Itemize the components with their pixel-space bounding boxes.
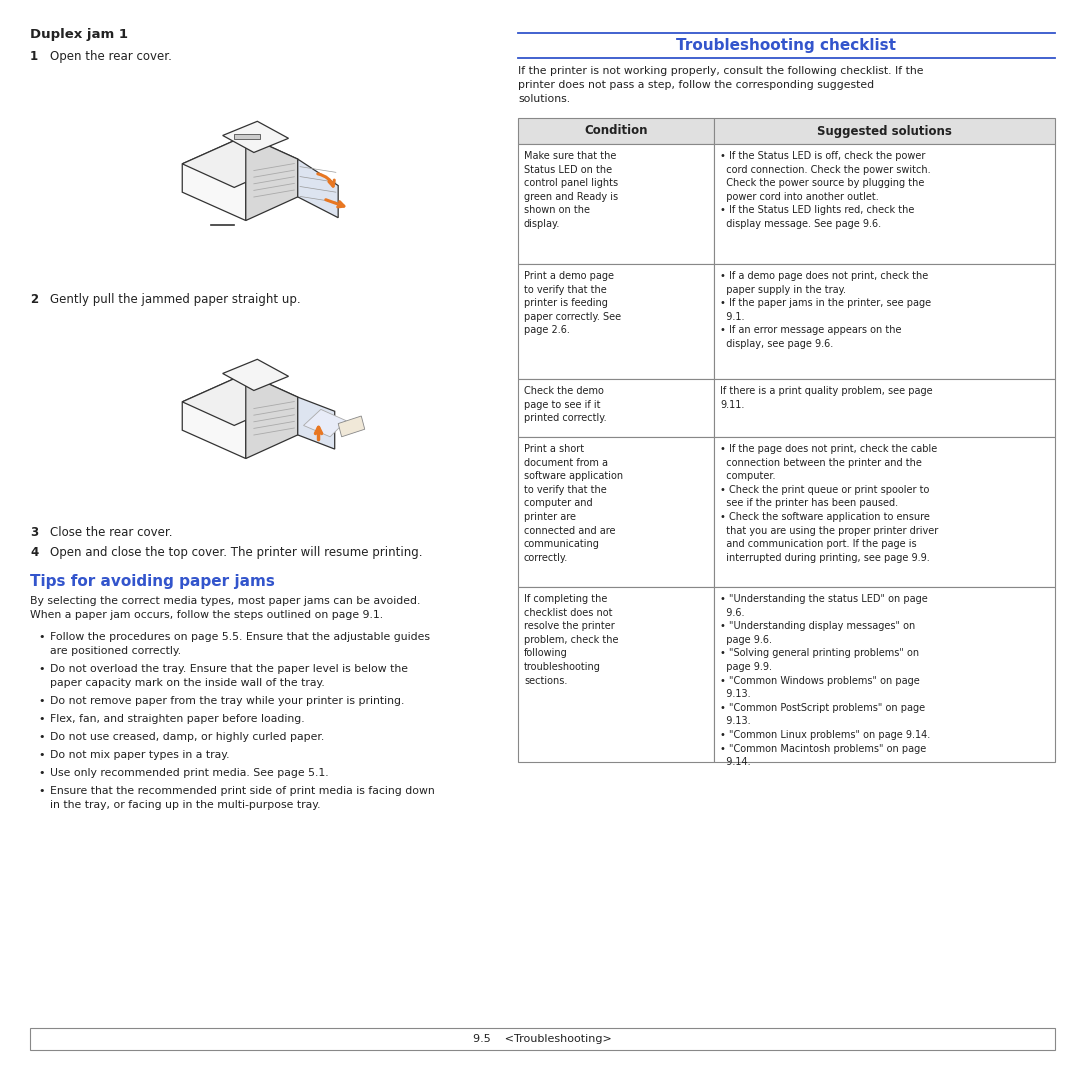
Text: •: • (38, 632, 44, 642)
Bar (714, 118, 1055, 144)
Text: • If the Status LED is off, check the power
  cord connection. Check the power s: • If the Status LED is off, check the po… (720, 151, 931, 229)
Text: If there is a print quality problem, see page
9.11.: If there is a print quality problem, see… (720, 386, 933, 409)
FancyArrowPatch shape (326, 200, 343, 207)
Text: •: • (38, 786, 44, 796)
Text: Use only recommended print media. See page 5.1.: Use only recommended print media. See pa… (50, 768, 328, 778)
Bar (30, 1028, 1055, 1050)
Text: Open the rear cover.: Open the rear cover. (50, 50, 172, 63)
Text: By selecting the correct media types, most paper jams can be avoided.
When a pap: By selecting the correct media types, mo… (30, 596, 420, 620)
Text: 2: 2 (30, 293, 38, 306)
Text: •: • (38, 664, 44, 674)
Text: • "Understanding the status LED" on page
  9.6.
• "Understanding display message: • "Understanding the status LED" on page… (720, 594, 930, 767)
Text: Duplex jam 1: Duplex jam 1 (30, 28, 129, 41)
Text: Check the demo
page to see if it
printed correctly.: Check the demo page to see if it printed… (524, 386, 607, 423)
Bar (518, 588, 714, 762)
Text: 1: 1 (30, 50, 38, 63)
Text: Do not use creased, damp, or highly curled paper.: Do not use creased, damp, or highly curl… (50, 732, 324, 742)
Text: 3: 3 (30, 526, 38, 539)
Polygon shape (222, 121, 288, 152)
Bar (518, 437, 714, 588)
Bar (714, 588, 1055, 762)
Polygon shape (338, 416, 365, 436)
Bar (518, 144, 714, 264)
Polygon shape (303, 409, 347, 436)
Text: Do not overload the tray. Ensure that the paper level is below the
paper capacit: Do not overload the tray. Ensure that th… (50, 664, 408, 688)
Text: Print a short
document from a
software application
to verify that the
computer a: Print a short document from a software a… (524, 444, 623, 563)
Polygon shape (298, 397, 335, 449)
Text: Condition: Condition (584, 124, 648, 137)
Text: •: • (38, 714, 44, 724)
Polygon shape (298, 159, 338, 218)
Bar (518, 118, 714, 144)
Polygon shape (183, 374, 298, 426)
FancyArrowPatch shape (315, 428, 322, 440)
Text: •: • (38, 750, 44, 760)
Text: •: • (38, 732, 44, 742)
Bar (518, 379, 714, 437)
Text: Tips for avoiding paper jams: Tips for avoiding paper jams (30, 573, 275, 589)
Text: Do not mix paper types in a tray.: Do not mix paper types in a tray. (50, 750, 229, 760)
Text: If completing the
checklist does not
resolve the printer
problem, check the
foll: If completing the checklist does not res… (524, 594, 619, 686)
Polygon shape (183, 135, 246, 220)
Text: Close the rear cover.: Close the rear cover. (50, 526, 173, 539)
Text: Make sure that the
Status LED on the
control panel lights
green and Ready is
sho: Make sure that the Status LED on the con… (524, 151, 618, 229)
Text: Ensure that the recommended print side of print media is facing down
in the tray: Ensure that the recommended print side o… (50, 786, 435, 810)
Text: •: • (38, 696, 44, 706)
Text: Suggested solutions: Suggested solutions (818, 124, 951, 137)
Text: Gently pull the jammed paper straight up.: Gently pull the jammed paper straight up… (50, 293, 300, 306)
Text: • If a demo page does not print, check the
  paper supply in the tray.
• If the : • If a demo page does not print, check t… (720, 271, 931, 349)
Polygon shape (246, 135, 298, 220)
Text: 4: 4 (30, 546, 38, 559)
Text: •: • (38, 768, 44, 778)
Polygon shape (222, 360, 288, 391)
Polygon shape (183, 374, 246, 459)
Polygon shape (246, 374, 298, 459)
Bar (518, 264, 714, 379)
Bar (714, 437, 1055, 588)
Text: 9.5    <Troubleshooting>: 9.5 <Troubleshooting> (473, 1034, 612, 1044)
Text: Print a demo page
to verify that the
printer is feeding
paper correctly. See
pag: Print a demo page to verify that the pri… (524, 271, 621, 336)
Text: Open and close the top cover. The printer will resume printing.: Open and close the top cover. The printe… (50, 546, 422, 559)
Text: Troubleshooting checklist: Troubleshooting checklist (676, 38, 896, 53)
Bar (234, 134, 259, 139)
Bar (714, 264, 1055, 379)
Bar (714, 144, 1055, 264)
Text: • If the page does not print, check the cable
  connection between the printer a: • If the page does not print, check the … (720, 444, 939, 563)
Bar (714, 379, 1055, 437)
FancyArrowPatch shape (318, 174, 335, 186)
Text: Follow the procedures on page 5.5. Ensure that the adjustable guides
are positio: Follow the procedures on page 5.5. Ensur… (50, 632, 430, 656)
Text: Do not remove paper from the tray while your printer is printing.: Do not remove paper from the tray while … (50, 696, 404, 706)
Text: Flex, fan, and straighten paper before loading.: Flex, fan, and straighten paper before l… (50, 714, 305, 724)
Text: If the printer is not working properly, consult the following checklist. If the
: If the printer is not working properly, … (518, 66, 923, 104)
Polygon shape (183, 135, 298, 188)
